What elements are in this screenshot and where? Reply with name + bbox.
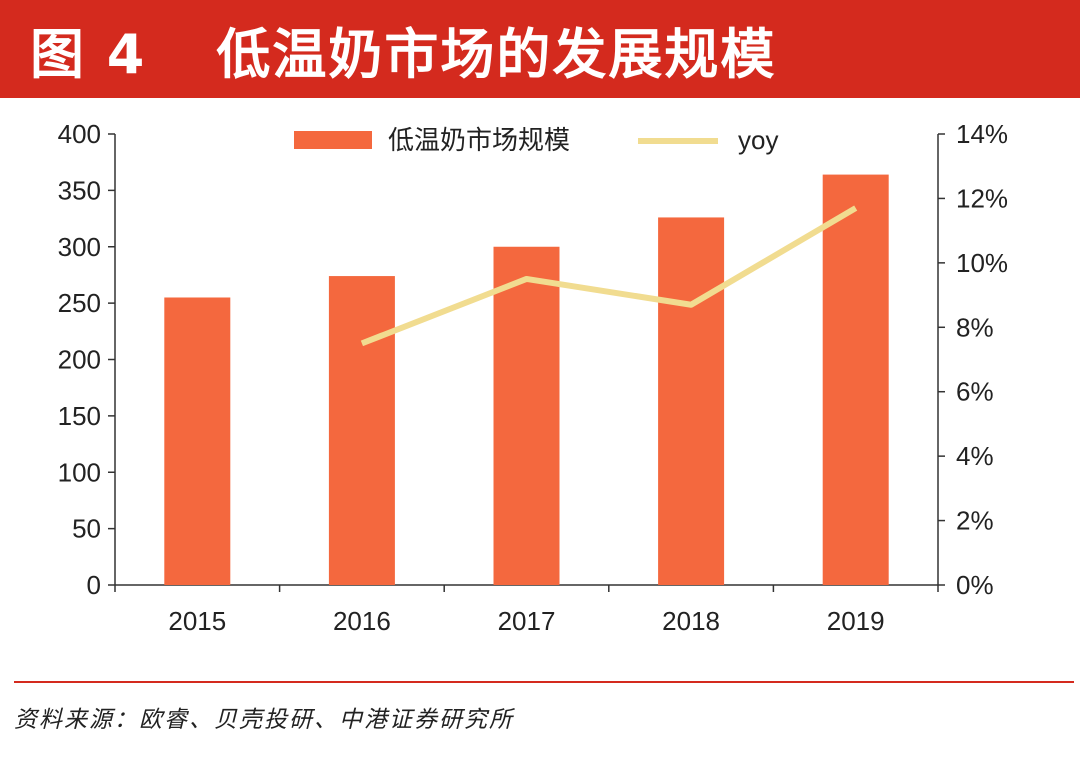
x-axis-tick-label: 2016 xyxy=(333,606,391,636)
right-axis-tick-label: 2% xyxy=(956,506,994,536)
left-axis-tick-label: 50 xyxy=(72,514,101,544)
chart: 0 50 100 150 200 250 300 350 400 0% 2% 4% 6% 8% 10% 12%… xyxy=(58,119,1008,636)
yoy-line-series xyxy=(360,205,858,347)
x-axis-tick-label: 2015 xyxy=(168,606,226,636)
x-axis-tick-label: 2019 xyxy=(827,606,885,636)
yoy-line xyxy=(360,205,858,347)
x-axis-tick-label: 2017 xyxy=(498,606,556,636)
source-note: 资料来源：欧睿、贝壳投研、中港证券研究所 xyxy=(14,707,514,733)
left-axis-tick-label: 200 xyxy=(58,345,101,375)
footer-divider xyxy=(14,681,1074,683)
left-axis-tick-label: 100 xyxy=(58,457,101,487)
left-axis-tick-label: 400 xyxy=(58,119,101,149)
right-axis-tick-label: 10% xyxy=(956,248,1008,278)
right-axis-tick-label: 8% xyxy=(956,312,994,342)
right-axis-tick-label: 14% xyxy=(956,119,1008,149)
right-axis-tick-label: 0% xyxy=(956,570,994,600)
bar xyxy=(493,246,560,585)
legend-bar-swatch xyxy=(294,131,372,149)
figure-number: 图 4 xyxy=(30,22,147,86)
left-axis-tick-label: 300 xyxy=(58,232,101,262)
x-axis-tick-label: 2018 xyxy=(662,606,720,636)
right-axis-tick-label: 12% xyxy=(956,183,1008,213)
bar xyxy=(658,217,725,585)
chart-axes: 0 50 100 150 200 250 300 350 400 0% 2% 4% 6% 8% 10% 12%… xyxy=(58,119,1008,636)
bar xyxy=(164,297,231,585)
left-axis-tick-label: 350 xyxy=(58,175,101,205)
right-axis-tick-label: 4% xyxy=(956,441,994,471)
bar xyxy=(822,174,889,585)
chart-legend: 低温奶市场规模 yoy xyxy=(294,125,778,155)
right-axis-tick-label: 6% xyxy=(956,377,994,407)
bar xyxy=(328,276,395,585)
legend-bar-label: 低温奶市场规模 xyxy=(388,125,570,155)
figure-title: 低温奶市场的发展规模 xyxy=(216,22,777,86)
left-axis-tick-label: 0 xyxy=(87,570,101,600)
legend-line-label: yoy xyxy=(738,125,778,155)
bar-series xyxy=(164,174,889,585)
figure-header: 图 4 低温奶市场的发展规模 xyxy=(0,0,1080,98)
left-axis-tick-label: 150 xyxy=(58,401,101,431)
left-axis-tick-label: 250 xyxy=(58,288,101,318)
